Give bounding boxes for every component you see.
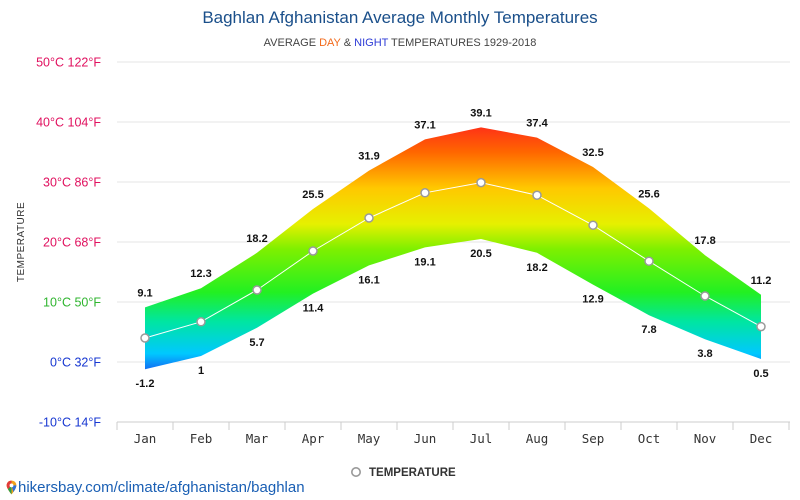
night-value-label: 1 <box>198 365 204 377</box>
x-tick-label: Sep <box>582 431 605 446</box>
y-tick-label: 0°C 32°F <box>50 356 101 370</box>
legend[interactable]: TEMPERATURE <box>350 466 456 479</box>
day-value-label: 25.6 <box>638 188 659 200</box>
source-link-text: hikersbay.com/climate/afghanistan/baghla… <box>18 479 305 496</box>
y-tick-label: 40°C 104°F <box>36 116 101 130</box>
x-tick-label: May <box>358 431 381 446</box>
day-value-label: 11.2 <box>751 275 772 287</box>
night-value-label: 11.4 <box>303 303 325 315</box>
average-temperature-line <box>144 182 762 339</box>
y-axis-ticks: 50°C 122°F 40°C 104°F 30°C 86°F 20°C 68°F 10… <box>36 56 101 430</box>
y-tick-label: 10°C 50°F <box>43 296 101 310</box>
average-point[interactable] <box>308 246 318 256</box>
x-axis-ticks: Jan Feb Mar Apr May Jun Jul Aug Sep Oct Nov Dec <box>116 421 790 446</box>
average-point[interactable] <box>644 256 654 266</box>
chart-subtitle: AVERAGE DAY & NIGHT TEMPERATURES 1929-20… <box>264 37 537 49</box>
x-tick-label: Jun <box>414 431 437 446</box>
average-point[interactable] <box>532 190 542 200</box>
average-point[interactable] <box>196 317 206 327</box>
day-value-label: 39.1 <box>470 107 491 119</box>
legend-label: TEMPERATURE <box>369 467 456 479</box>
average-point[interactable] <box>476 177 486 188</box>
day-value-label: 32.5 <box>582 147 603 159</box>
day-value-label: 12.3 <box>190 268 211 280</box>
night-value-label: 7.8 <box>641 324 656 336</box>
night-value-label: 20.5 <box>470 248 491 260</box>
legend-marker-icon <box>350 466 361 477</box>
subtitle-suffix: TEMPERATURES 1929-2018 <box>388 37 536 49</box>
x-tick-label: Apr <box>302 431 325 446</box>
night-value-label: 16.1 <box>358 274 379 286</box>
day-value-label: 31.9 <box>358 151 379 163</box>
average-line <box>140 177 766 343</box>
average-point[interactable] <box>140 333 150 343</box>
x-tick-label: Mar <box>246 431 269 446</box>
y-axis-label: TEMPERATURE <box>16 202 27 282</box>
y-tick-label: -10°C 14°F <box>39 416 101 430</box>
average-point[interactable] <box>588 220 598 230</box>
source-link[interactable]: hikersbay.com/climate/afghanistan/baghla… <box>6 479 305 496</box>
temperature-band <box>145 127 761 370</box>
y-tick-label: 20°C 68°F <box>43 236 101 250</box>
day-value-label: 25.5 <box>302 189 323 201</box>
subtitle-night: NIGHT <box>354 37 389 49</box>
y-tick-label: 50°C 122°F <box>36 56 101 70</box>
average-point[interactable] <box>364 213 374 223</box>
night-value-label: 5.7 <box>249 337 264 349</box>
day-value-label: 37.1 <box>414 119 435 131</box>
x-tick-label: Aug <box>526 431 549 446</box>
x-tick-label: Dec <box>750 431 773 446</box>
night-value-label: 19.1 <box>414 256 435 268</box>
x-tick-label: Feb <box>190 431 213 446</box>
subtitle-day: DAY <box>319 37 341 49</box>
day-value-label: 18.2 <box>246 233 267 245</box>
subtitle-amp: & <box>341 37 354 49</box>
location-pin-icon <box>6 480 17 495</box>
night-value-label: 3.8 <box>697 348 712 360</box>
subtitle-prefix: AVERAGE <box>264 37 319 49</box>
x-tick-label: Nov <box>694 431 717 446</box>
average-point[interactable] <box>700 291 710 301</box>
night-value-label: 0.5 <box>753 368 768 380</box>
day-value-label: 37.4 <box>526 118 548 130</box>
night-value-label: -1.2 <box>136 378 155 390</box>
night-value-label: 12.9 <box>582 294 603 306</box>
average-point[interactable] <box>252 285 262 295</box>
average-point[interactable] <box>420 188 430 198</box>
night-value-label: 18.2 <box>526 262 547 274</box>
chart-title: Baghlan Afghanistan Average Monthly Temp… <box>202 8 597 27</box>
average-point[interactable] <box>756 321 766 332</box>
day-value-label: 9.1 <box>137 287 152 299</box>
y-tick-label: 30°C 86°F <box>43 176 101 190</box>
day-value-label: 17.8 <box>694 235 715 247</box>
x-tick-label: Oct <box>638 431 661 446</box>
day-night-band <box>145 127 761 370</box>
data-labels: 9.1 12.3 18.2 25.5 31.9 37.1 39.1 37.4 32.5 25.6 1… <box>136 107 772 390</box>
x-tick-label: Jan <box>134 431 157 446</box>
x-tick-label: Jul <box>470 431 493 446</box>
